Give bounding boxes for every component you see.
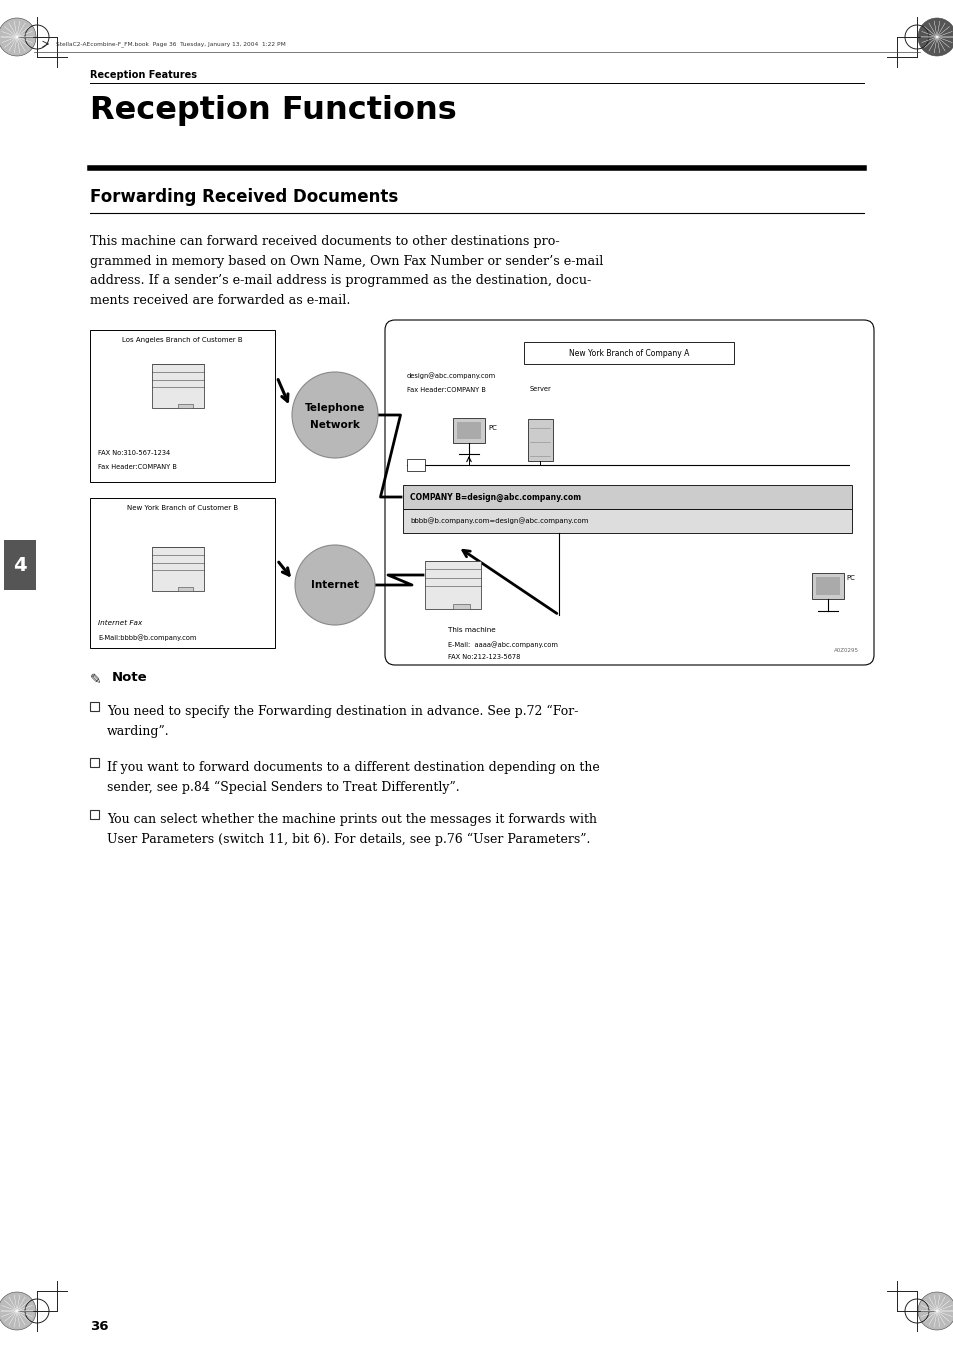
Text: ✎: ✎	[90, 673, 102, 687]
Text: E-Mail:bbbb@b.company.com: E-Mail:bbbb@b.company.com	[98, 634, 196, 640]
Text: COMPANY B=design@abc.company.com: COMPANY B=design@abc.company.com	[410, 492, 580, 501]
Bar	[90, 702, 99, 712]
Text: StellaC2-AEcombine-F_FM.book  Page 36  Tuesday, January 13, 2004  1:22 PM: StellaC2-AEcombine-F_FM.book Page 36 Tue…	[56, 42, 286, 47]
Text: You need to specify the Forwarding destination in advance. See p.72 “For-: You need to specify the Forwarding desti…	[107, 705, 578, 718]
Text: Fax Header:COMPANY B: Fax Header:COMPANY B	[98, 464, 176, 470]
Text: 36: 36	[90, 1320, 109, 1333]
Circle shape	[917, 18, 953, 57]
Circle shape	[292, 372, 377, 458]
Bar	[177, 404, 193, 408]
Circle shape	[0, 18, 36, 57]
Text: If you want to forward documents to a different destination depending on the: If you want to forward documents to a di…	[107, 762, 599, 774]
Bar	[456, 422, 480, 439]
Bar	[177, 586, 193, 592]
Text: sender, see p.84 “Special Senders to Treat Differently”.: sender, see p.84 “Special Senders to Tre…	[107, 780, 459, 794]
Text: 4: 4	[13, 555, 27, 574]
Text: Fax Header:COMPANY B: Fax Header:COMPANY B	[407, 387, 485, 394]
Bar	[4, 541, 36, 590]
Bar	[90, 759, 99, 767]
Text: A0Z0295: A0Z0295	[833, 648, 858, 652]
Bar	[527, 419, 553, 461]
FancyBboxPatch shape	[424, 561, 480, 608]
Text: Reception Features: Reception Features	[90, 70, 196, 80]
Bar	[524, 342, 734, 364]
Text: Note: Note	[112, 671, 148, 683]
Text: You can select whether the machine prints out the messages it forwards with: You can select whether the machine print…	[107, 813, 597, 826]
Text: This machine can forward received documents to other destinations pro-: This machine can forward received docume…	[90, 235, 559, 248]
Bar	[453, 604, 469, 608]
Text: PC: PC	[488, 425, 497, 431]
Text: Network: Network	[310, 421, 359, 430]
Text: Reception Functions: Reception Functions	[90, 94, 456, 125]
Text: Internet: Internet	[311, 580, 358, 590]
Bar	[402, 510, 851, 532]
Text: User Parameters (switch 11, bit 6). For details, see p.76 “User Parameters”.: User Parameters (switch 11, bit 6). For …	[107, 833, 590, 847]
Bar	[90, 330, 274, 483]
Text: ments received are forwarded as e-mail.: ments received are forwarded as e-mail.	[90, 294, 350, 306]
Bar	[453, 418, 484, 443]
Bar	[407, 460, 424, 470]
Text: New York Branch of Company A: New York Branch of Company A	[569, 349, 689, 357]
Bar	[402, 485, 851, 510]
Circle shape	[0, 1291, 36, 1330]
Text: Internet Fax: Internet Fax	[98, 620, 142, 625]
Text: address. If a sender’s e-mail address is programmed as the destination, docu-: address. If a sender’s e-mail address is…	[90, 274, 591, 287]
Bar	[815, 577, 840, 594]
Bar	[90, 810, 99, 820]
FancyBboxPatch shape	[385, 319, 873, 665]
Text: Telephone: Telephone	[305, 403, 365, 412]
Text: FAX: FAX	[169, 400, 186, 408]
FancyBboxPatch shape	[152, 364, 203, 408]
Bar	[811, 573, 843, 599]
Text: E-Mail:  aaaa@abc.company.com: E-Mail: aaaa@abc.company.com	[448, 642, 558, 648]
Text: FAX No:310-567-1234: FAX No:310-567-1234	[98, 450, 170, 456]
Text: This machine: This machine	[448, 627, 496, 634]
Circle shape	[294, 545, 375, 625]
Text: bbbb@b.company.com=design@abc.company.com: bbbb@b.company.com=design@abc.company.co…	[410, 518, 588, 524]
Text: grammed in memory based on Own Name, Own Fax Number or sender’s e-mail: grammed in memory based on Own Name, Own…	[90, 255, 602, 267]
FancyBboxPatch shape	[152, 547, 203, 592]
Text: New York Branch of Customer B: New York Branch of Customer B	[127, 506, 238, 511]
Text: PC: PC	[845, 576, 854, 581]
Text: Server: Server	[529, 386, 550, 392]
Circle shape	[917, 1291, 953, 1330]
Text: warding”.: warding”.	[107, 725, 170, 737]
Text: Forwarding Received Documents: Forwarding Received Documents	[90, 187, 397, 206]
Text: Los Angeles Branch of Customer B: Los Angeles Branch of Customer B	[122, 337, 243, 342]
Text: design@abc.company.com: design@abc.company.com	[407, 372, 496, 379]
Bar	[90, 497, 274, 648]
Text: FAX No:212-123-5678: FAX No:212-123-5678	[448, 654, 519, 661]
